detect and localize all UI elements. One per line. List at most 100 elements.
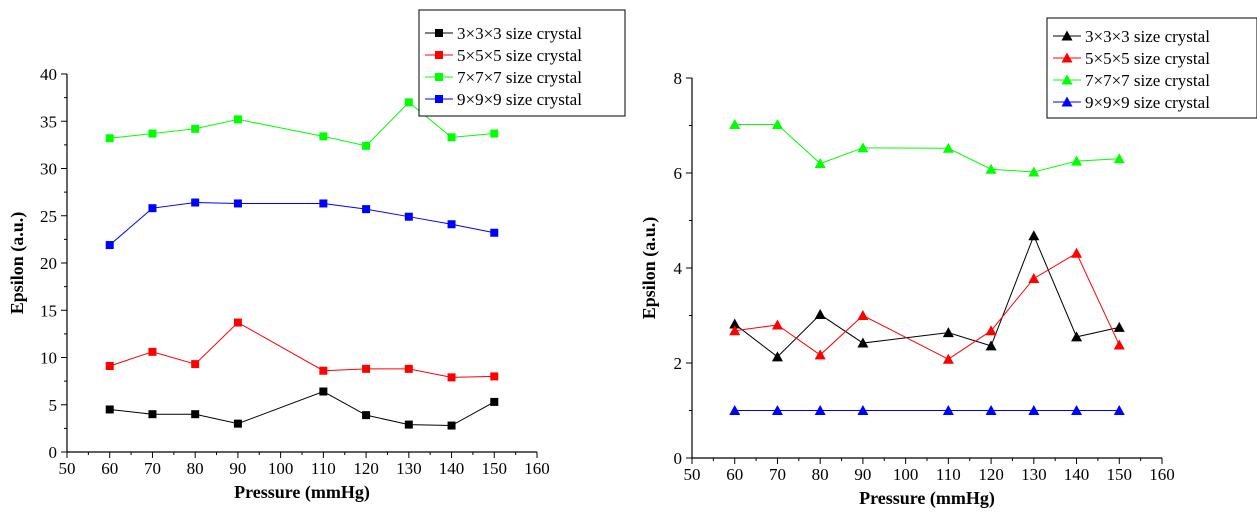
- y-tick-label: 2: [674, 354, 683, 373]
- series-4-point: [814, 405, 826, 415]
- x-tick-label: 80: [812, 465, 829, 484]
- series-4-point: [105, 241, 114, 250]
- y-tick-label: 6: [674, 164, 683, 183]
- x-tick-label: 50: [59, 459, 76, 478]
- series-4-point: [857, 405, 869, 415]
- legend-box: [1046, 17, 1257, 119]
- series-4-point: [319, 199, 328, 208]
- series-3-point: [404, 98, 413, 107]
- series-1-point: [985, 340, 997, 351]
- series-1-point: [105, 405, 114, 414]
- series-1-point: [814, 309, 826, 320]
- x-tick-label: 160: [1149, 465, 1175, 484]
- series-3-point: [1071, 155, 1083, 166]
- series-4-point: [729, 405, 741, 415]
- legend-marker: [1061, 52, 1073, 63]
- series-3-point: [191, 124, 200, 133]
- series-2-point: [447, 373, 456, 382]
- legend-marker: [435, 73, 443, 81]
- series-3-point: [942, 142, 954, 153]
- series-1-point: [319, 387, 328, 396]
- x-tick-label: 120: [978, 465, 1004, 484]
- series-1-point: [404, 420, 413, 429]
- x-tick-label: 80: [187, 459, 204, 478]
- y-tick-label: 4: [674, 259, 683, 278]
- series-4-point: [447, 220, 456, 229]
- series-3-point: [857, 142, 869, 153]
- x-tick-label: 110: [936, 465, 961, 484]
- series-4-point: [233, 199, 242, 208]
- x-tick-label: 150: [1107, 465, 1133, 484]
- series-2-line: [109, 321, 495, 378]
- series-4-point: [148, 204, 157, 213]
- x-tick-label: 100: [893, 465, 919, 484]
- series-1-point: [148, 410, 157, 419]
- series-2-point: [942, 353, 954, 364]
- series-4-point: [490, 228, 499, 237]
- x-tick-label: 150: [482, 459, 508, 478]
- series-4-point: [191, 198, 200, 207]
- series-4-point: [404, 212, 413, 221]
- x-axis-title: Pressure (mmHg): [234, 482, 370, 503]
- y-tick-label: 20: [40, 254, 57, 273]
- x-tick-label: 130: [1021, 465, 1046, 484]
- x-tick-label: 100: [268, 459, 294, 478]
- series-4-point: [1028, 405, 1040, 415]
- series-1-point: [729, 318, 741, 329]
- legend-label: 3×3×3 size crystal: [457, 24, 582, 43]
- x-axis-title: Pressure (mmHg): [859, 488, 995, 509]
- series-2-point: [319, 366, 328, 375]
- series-3-point: [233, 115, 242, 124]
- y-tick-label: 35: [40, 112, 57, 131]
- series-3-point: [362, 141, 371, 150]
- legend-box: [418, 9, 626, 117]
- series-3-point: [985, 163, 997, 174]
- series-3-point: [319, 132, 328, 141]
- series-1-line: [109, 390, 495, 427]
- y-tick-label: 0: [49, 443, 58, 462]
- series-3-point: [148, 129, 157, 138]
- legend-marker: [435, 51, 443, 59]
- series-3-point: [771, 119, 783, 130]
- series-2-point: [105, 362, 114, 371]
- legend-label: 5×5×5 size crystal: [1085, 49, 1210, 68]
- legend-marker: [1061, 30, 1073, 41]
- legend-label: 7×7×7 size crystal: [1085, 71, 1210, 90]
- series-2-point: [814, 349, 826, 360]
- legend-marker: [1061, 96, 1073, 107]
- series-2-point: [729, 325, 741, 336]
- y-tick-label: 8: [674, 69, 683, 88]
- series-1-point: [362, 411, 371, 420]
- y-tick-label: 30: [40, 160, 57, 179]
- series-2-point: [148, 347, 157, 356]
- series-1-line: [734, 234, 1120, 358]
- series-1-point: [1071, 331, 1083, 342]
- series-3-point: [105, 134, 114, 143]
- series-2-point: [404, 364, 413, 373]
- series-4-point: [771, 405, 783, 415]
- series-2-point: [1113, 339, 1125, 350]
- series-1-point: [942, 327, 954, 338]
- series-3-point: [1113, 153, 1125, 164]
- series-2-point: [985, 325, 997, 336]
- x-tick-label: 140: [1064, 465, 1090, 484]
- series-2-point: [857, 310, 869, 320]
- x-tick-label: 160: [524, 459, 550, 478]
- right-chart: 50 60 70 80 90 100 110 120 130 140 150 160 0 2 4 6 8 Pres…: [639, 17, 1257, 509]
- series-1-point: [857, 337, 869, 348]
- series-2-point: [771, 319, 783, 330]
- x-tick-label: 140: [439, 459, 465, 478]
- series-1-point: [233, 419, 242, 428]
- x-tick-label: 60: [101, 459, 118, 478]
- x-tick-label: 70: [769, 465, 786, 484]
- left-chart-panel: 50 60 70 80 90 100 110 120 130 140 150 160 0 5 10 15 20 2…: [7, 9, 626, 503]
- series-2-point: [233, 318, 242, 327]
- series-2-point: [1028, 272, 1040, 283]
- series-3-line: [734, 124, 1120, 173]
- x-tick-label: 110: [311, 459, 336, 478]
- y-axis-title: Epsilon (a.u.): [640, 217, 660, 320]
- series-4-point: [942, 405, 954, 415]
- series-2-point: [191, 360, 200, 369]
- series-3-point: [729, 119, 741, 130]
- y-tick-label: 5: [49, 396, 58, 415]
